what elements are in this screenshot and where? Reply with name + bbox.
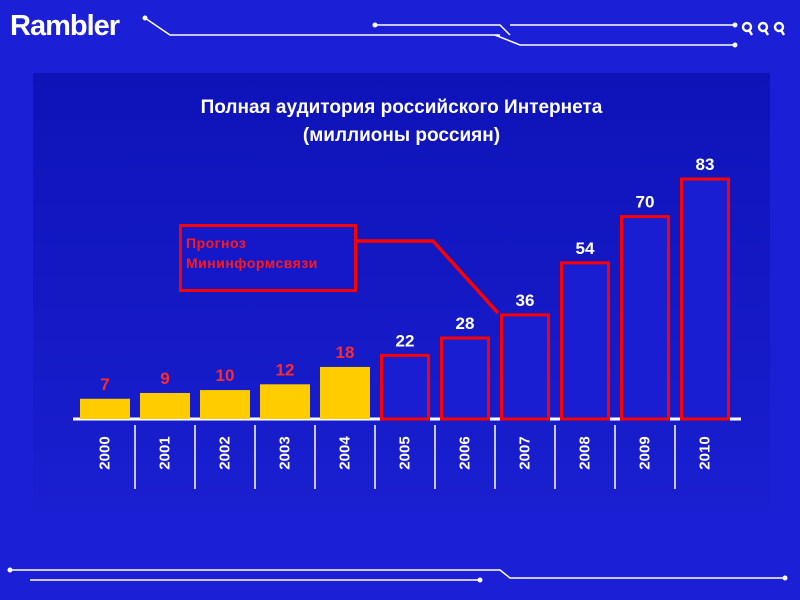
bar-2003: [260, 384, 310, 419]
bar-2010: [680, 177, 730, 421]
x-tick-2003: 2003: [277, 436, 294, 469]
x-tick-2004: 2004: [337, 436, 354, 470]
x-tick-2009: 2009: [637, 436, 654, 469]
value-label-2006: 28: [456, 314, 475, 333]
chart-panel: Полная аудитория российского Интернета (…: [33, 73, 770, 511]
bar-2000: [80, 398, 130, 419]
value-label-2002: 10: [216, 366, 235, 385]
bar-2007: [500, 313, 550, 421]
x-tick-2005: 2005: [397, 436, 414, 469]
value-label-2004: 18: [336, 343, 355, 362]
value-label-2000: 7: [100, 375, 109, 394]
bar-2001: [140, 392, 190, 419]
bar-2002: [200, 390, 250, 419]
x-tick-2006: 2006: [457, 436, 474, 469]
forecast-note-box: Прогноз Мининформсвязи: [179, 224, 357, 292]
x-tick-2008: 2008: [577, 436, 594, 469]
bar-2009: [620, 215, 670, 421]
value-label-2009: 70: [636, 193, 655, 212]
x-tick-2001: 2001: [157, 436, 174, 469]
bar-2005: [380, 353, 430, 421]
decorative-dots-icon: [741, 21, 786, 36]
value-label-2003: 12: [276, 360, 295, 379]
x-tick-2007: 2007: [517, 436, 534, 469]
value-label-2001: 9: [160, 369, 169, 388]
bar-chart: 7 2000 9 2001 10 2002 12 2003 18 2004 22 2005 28 2006…: [73, 155, 741, 489]
bar-2004: [320, 366, 370, 419]
forecast-connector-line: [357, 239, 500, 315]
value-label-2008: 54: [576, 239, 595, 258]
value-label-2010: 83: [696, 155, 715, 174]
x-tick-2000: 2000: [97, 436, 114, 469]
x-tick-2010: 2010: [697, 436, 714, 469]
value-label-2007: 36: [516, 291, 535, 310]
value-label-2005: 22: [396, 331, 415, 350]
rambler-logo: Rambler: [10, 10, 120, 42]
forecast-note-line2: Мининформсвязи: [186, 255, 318, 271]
bar-2006: [440, 336, 490, 421]
chart-subtitle: (миллионы россиян): [302, 125, 501, 146]
x-tick-2002: 2002: [217, 436, 234, 469]
bar-2008: [560, 261, 610, 421]
chart-title: Полная аудитория российского Интернета: [200, 97, 603, 118]
forecast-note-line1: Прогноз: [186, 235, 247, 251]
